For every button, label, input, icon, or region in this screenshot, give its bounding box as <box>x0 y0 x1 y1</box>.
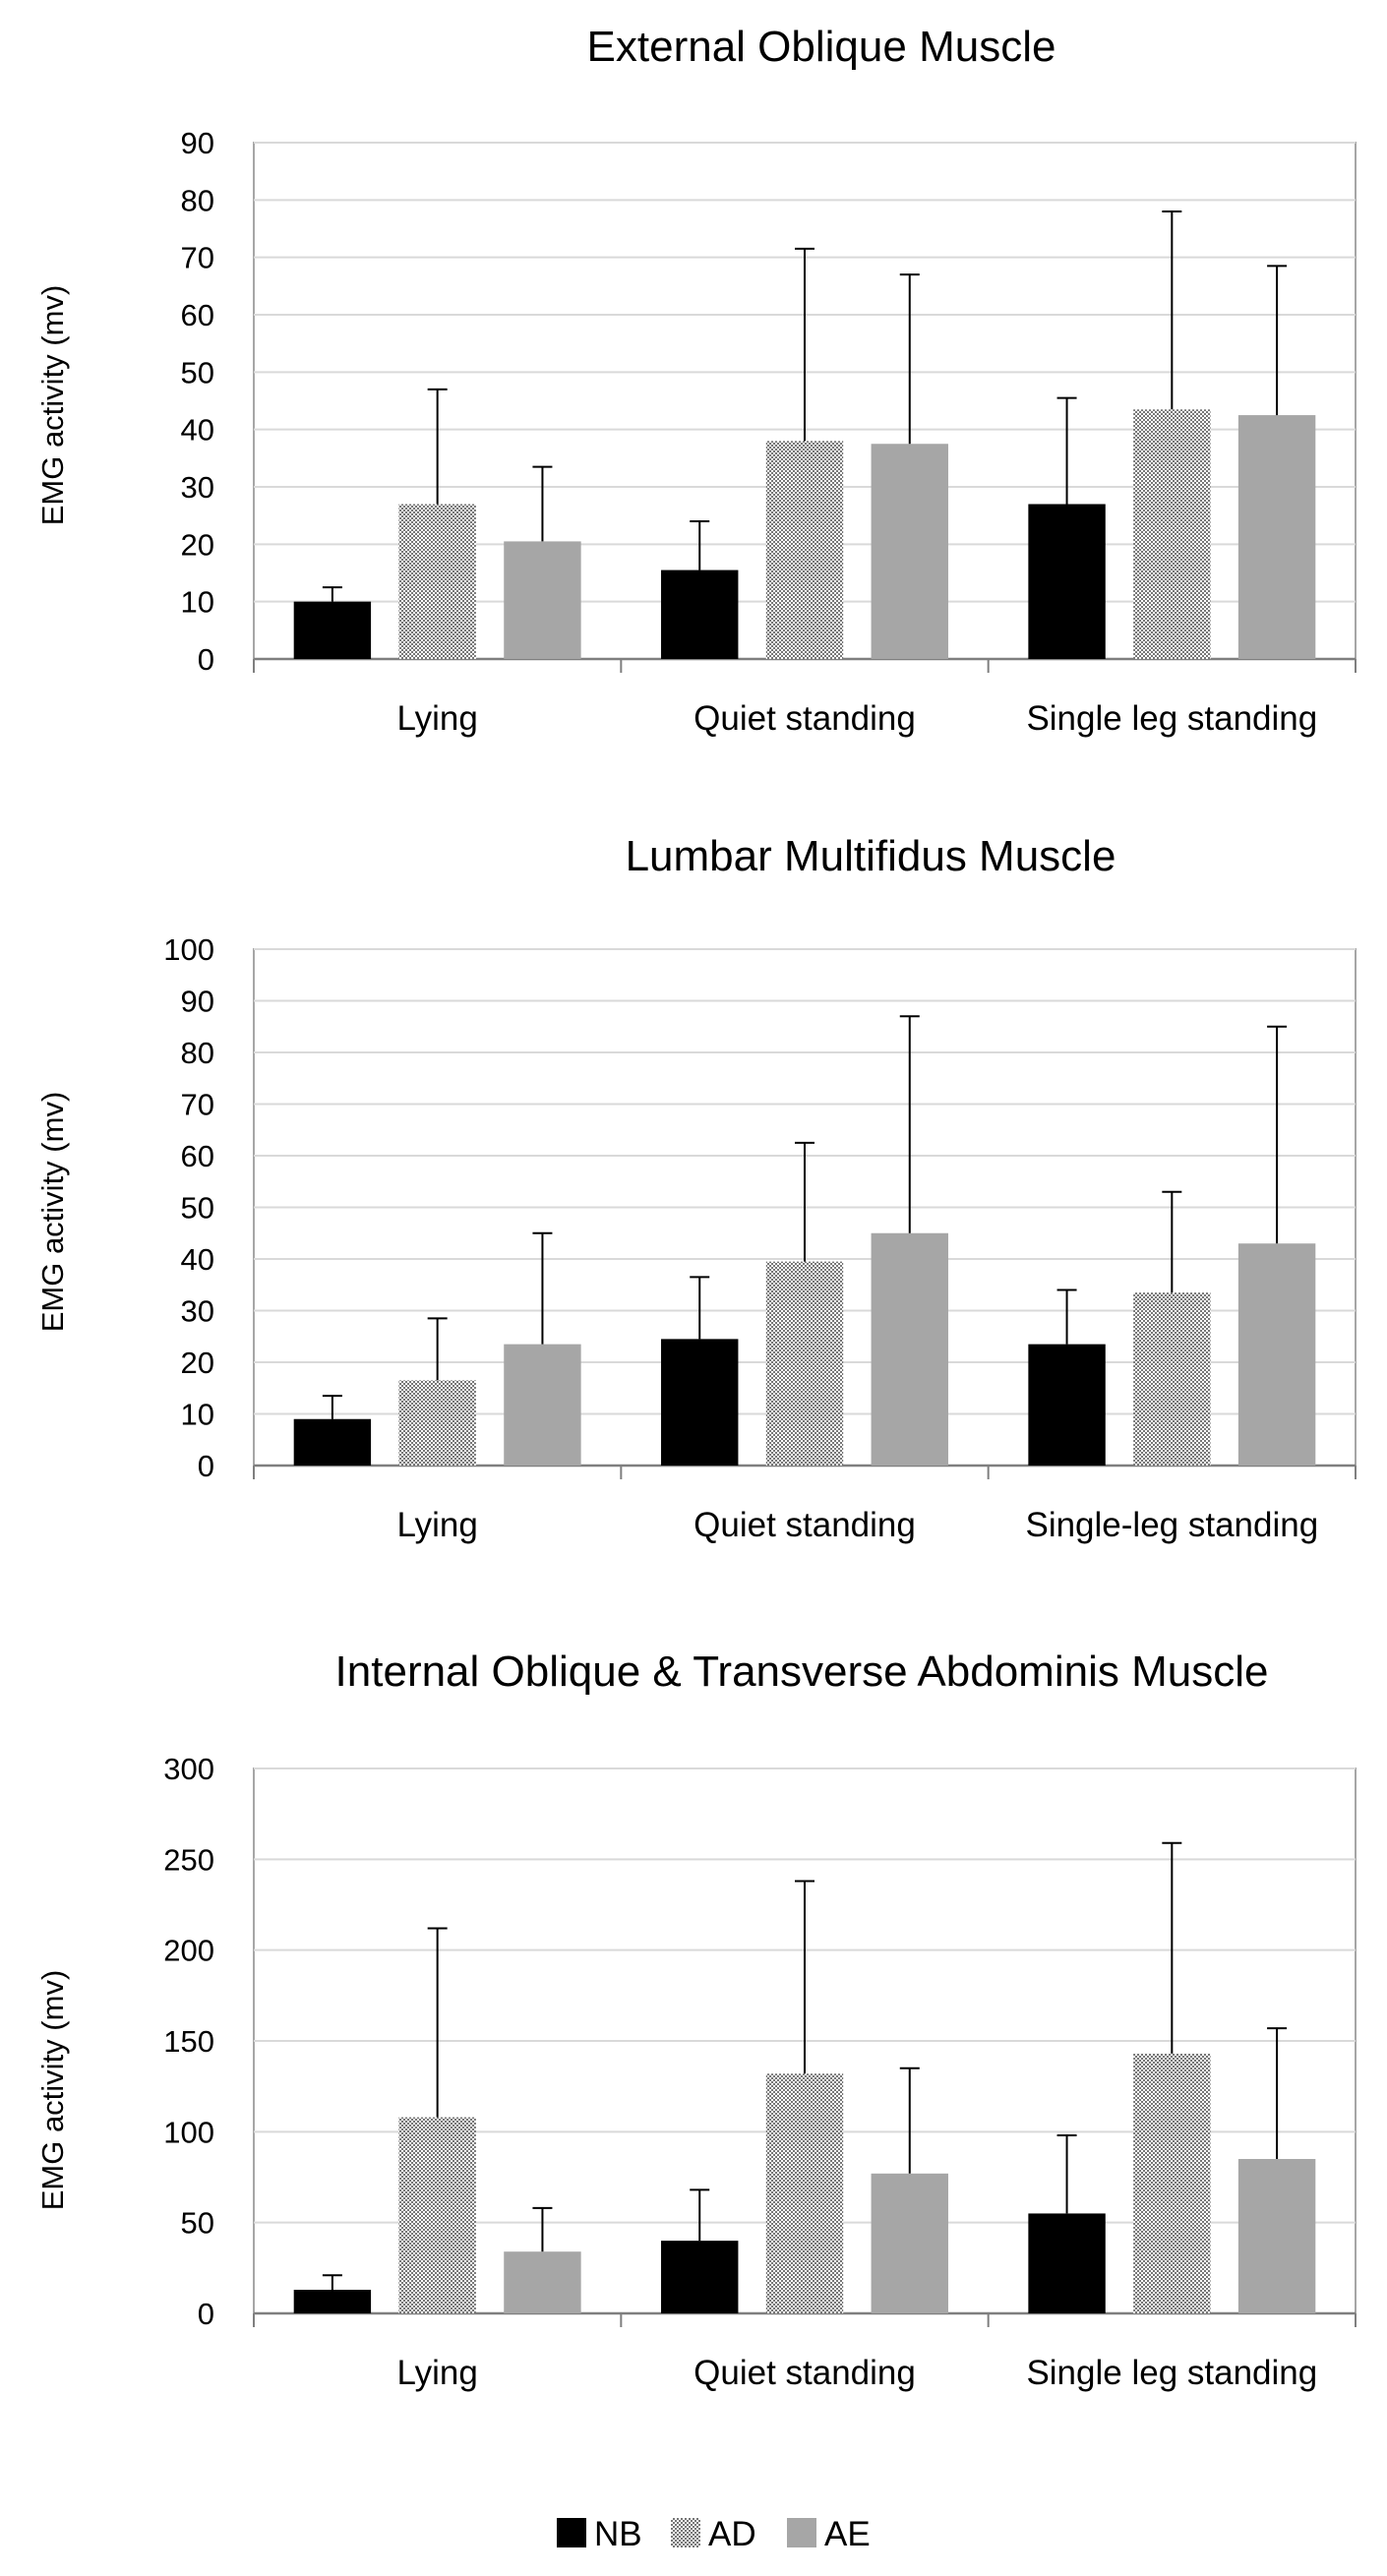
y-tick-label: 50 <box>181 2206 214 2241</box>
y-tick-label: 80 <box>181 183 214 217</box>
bar-ad-lying <box>398 2117 476 2313</box>
legend-swatch-ae <box>787 2518 816 2547</box>
y-tick-label: 0 <box>198 2297 214 2331</box>
bar-ae-single-leg-standing <box>1237 1243 1316 1466</box>
chart-title: Lumbar Multifidus Muscle <box>626 832 1116 880</box>
bar-nb-lying <box>293 1418 372 1466</box>
bar-ad-quiet-standing <box>765 441 844 659</box>
legend-label-ae: AE <box>824 2515 871 2553</box>
x-tick-label: Quiet standing <box>694 699 916 738</box>
y-tick-label: 150 <box>163 2024 214 2059</box>
bar-ae-lying <box>504 541 581 659</box>
bar-nb-quiet-standing <box>661 2241 739 2313</box>
bar-ae-single-leg-standing <box>1237 2159 1316 2313</box>
x-tick-label: Quiet standing <box>694 1506 916 1544</box>
bar-nb-lying <box>293 2289 372 2313</box>
bar-ad-quiet-standing <box>765 1261 844 1466</box>
bar-nb-quiet-standing <box>661 569 739 659</box>
y-tick-label: 100 <box>163 2115 214 2149</box>
bar-nb-single-leg-standing <box>1028 2213 1106 2313</box>
bar-ae-lying <box>504 2251 581 2313</box>
legend-swatch-ad <box>671 2518 700 2547</box>
y-tick-label: 100 <box>163 932 214 967</box>
y-tick-label: 20 <box>181 1346 214 1380</box>
y-tick-label: 10 <box>181 585 214 620</box>
y-tick-label: 80 <box>181 1036 214 1070</box>
y-tick-label: 200 <box>163 1934 214 1968</box>
legend: NB AD AE <box>557 2515 871 2553</box>
y-tick-label: 50 <box>181 1191 214 1226</box>
bar-nb-lying <box>293 601 372 659</box>
y-tick-label: 40 <box>181 413 214 448</box>
bar-ad-single-leg-standing <box>1133 1292 1211 1466</box>
chart-internal-oblique-transverse-abdominis: Internal Oblique & Transverse Abdominis … <box>35 1647 1357 2392</box>
y-tick-label: 0 <box>198 642 214 677</box>
y-axis-label: EMG activity (mv) <box>35 285 70 526</box>
y-tick-label: 70 <box>181 241 214 275</box>
y-tick-label: 60 <box>181 1139 214 1173</box>
y-tick-label: 300 <box>163 1752 214 1786</box>
x-tick-label: Lying <box>396 699 477 738</box>
y-tick-label: 90 <box>181 126 214 160</box>
x-tick-label: Quiet standing <box>694 2354 916 2392</box>
y-tick-label: 20 <box>181 527 214 562</box>
y-axis-label: EMG activity (mv) <box>35 1970 70 2211</box>
bar-nb-single-leg-standing <box>1028 504 1106 659</box>
bar-ad-single-leg-standing <box>1133 2053 1211 2313</box>
x-tick-label: Lying <box>396 1506 477 1544</box>
legend-label-ad: AD <box>708 2515 756 2553</box>
legend-swatch-nb <box>557 2518 586 2547</box>
bar-ad-single-leg-standing <box>1133 409 1211 659</box>
y-tick-label: 10 <box>181 1398 214 1432</box>
y-tick-label: 30 <box>181 470 214 505</box>
x-tick-label: Single leg standing <box>1026 2354 1317 2392</box>
chart-lumbar-multifidus: Lumbar Multifidus Muscle EMG activity (m… <box>35 832 1357 1544</box>
y-axis-label: EMG activity (mv) <box>35 1092 70 1333</box>
bar-ad-lying <box>398 1380 476 1466</box>
y-tick-label: 0 <box>198 1449 214 1483</box>
chart-external-oblique: External Oblique Muscle EMG activity (mv… <box>35 23 1357 738</box>
y-tick-label: 250 <box>163 1842 214 1877</box>
y-tick-label: 70 <box>181 1088 214 1122</box>
bar-ae-quiet-standing <box>871 444 948 659</box>
y-tick-label: 50 <box>181 355 214 389</box>
legend-label-nb: NB <box>594 2515 642 2553</box>
x-tick-label: Single leg standing <box>1026 699 1317 738</box>
bar-nb-quiet-standing <box>661 1339 739 1466</box>
y-tick-label: 90 <box>181 985 214 1019</box>
x-tick-label: Single-leg standing <box>1025 1506 1318 1544</box>
bar-nb-single-leg-standing <box>1028 1344 1106 1466</box>
chart-title: External Oblique Muscle <box>587 23 1056 71</box>
bar-ae-lying <box>504 1344 581 1466</box>
bar-ae-quiet-standing <box>871 2173 948 2313</box>
y-tick-label: 40 <box>181 1242 214 1277</box>
bar-ad-lying <box>398 504 476 659</box>
bar-ad-quiet-standing <box>765 2073 844 2313</box>
bar-ae-single-leg-standing <box>1237 415 1316 659</box>
bar-ae-quiet-standing <box>871 1232 948 1466</box>
y-tick-label: 30 <box>181 1294 214 1329</box>
chart-title: Internal Oblique & Transverse Abdominis … <box>335 1647 1269 1696</box>
y-tick-label: 60 <box>181 298 214 332</box>
x-tick-label: Lying <box>396 2354 477 2392</box>
